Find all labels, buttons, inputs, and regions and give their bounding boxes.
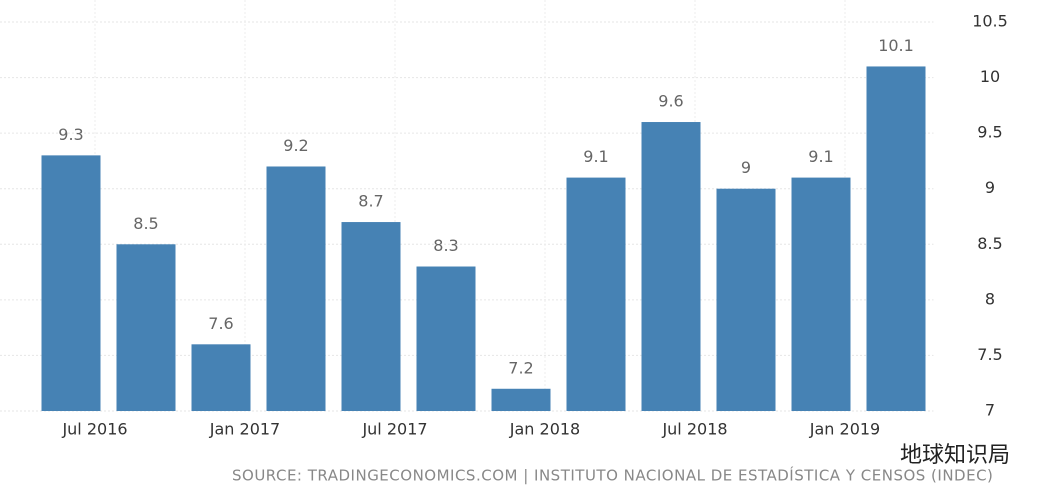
value-label: 8.7: [358, 192, 383, 211]
bar: [266, 166, 326, 411]
bar: [416, 266, 476, 411]
watermark: 地球知识局: [900, 443, 1010, 468]
x-tick-label: Jan 2017: [209, 420, 280, 439]
bar: [116, 244, 176, 411]
y-tick-label: 10: [980, 67, 1000, 86]
value-label: 10.1: [878, 36, 914, 55]
value-label: 8.5: [133, 214, 158, 233]
bar: [791, 177, 851, 411]
bar: [566, 177, 626, 411]
value-label: 9: [741, 158, 751, 177]
x-tick-label: Jul 2016: [61, 420, 127, 439]
bar: [41, 155, 101, 411]
value-label: 7.6: [208, 314, 233, 333]
y-tick-label: 8.5: [977, 234, 1002, 253]
y-tick-label: 9: [985, 178, 995, 197]
bar: [716, 188, 776, 411]
x-tick-label: Jan 2018: [509, 420, 580, 439]
value-label: 9.3: [58, 125, 83, 144]
source: SOURCE: TRADINGECONOMICS.COM | INSTITUTO…: [232, 466, 993, 485]
y-tick-label: 10.5: [972, 12, 1008, 31]
value-label: 9.2: [283, 136, 308, 155]
value-label: 8.3: [433, 236, 458, 255]
x-tick-label: Jul 2017: [361, 420, 427, 439]
value-label: 9.6: [658, 92, 683, 111]
y-tick-label: 7.5: [977, 345, 1002, 364]
value-label: 7.2: [508, 358, 533, 377]
bar: [191, 344, 251, 411]
x-tick-label: Jul 2018: [661, 420, 727, 439]
bar: [866, 66, 926, 411]
value-label: 9.1: [583, 147, 608, 166]
bar: [341, 222, 401, 411]
y-tick-label: 9.5: [977, 123, 1002, 142]
y-tick-label: 8: [985, 289, 995, 308]
x-tick-label: Jan 2019: [809, 420, 880, 439]
bar: [491, 388, 551, 411]
y-tick-label: 7: [985, 401, 995, 420]
bar: [641, 122, 701, 412]
value-label: 9.1: [808, 147, 833, 166]
